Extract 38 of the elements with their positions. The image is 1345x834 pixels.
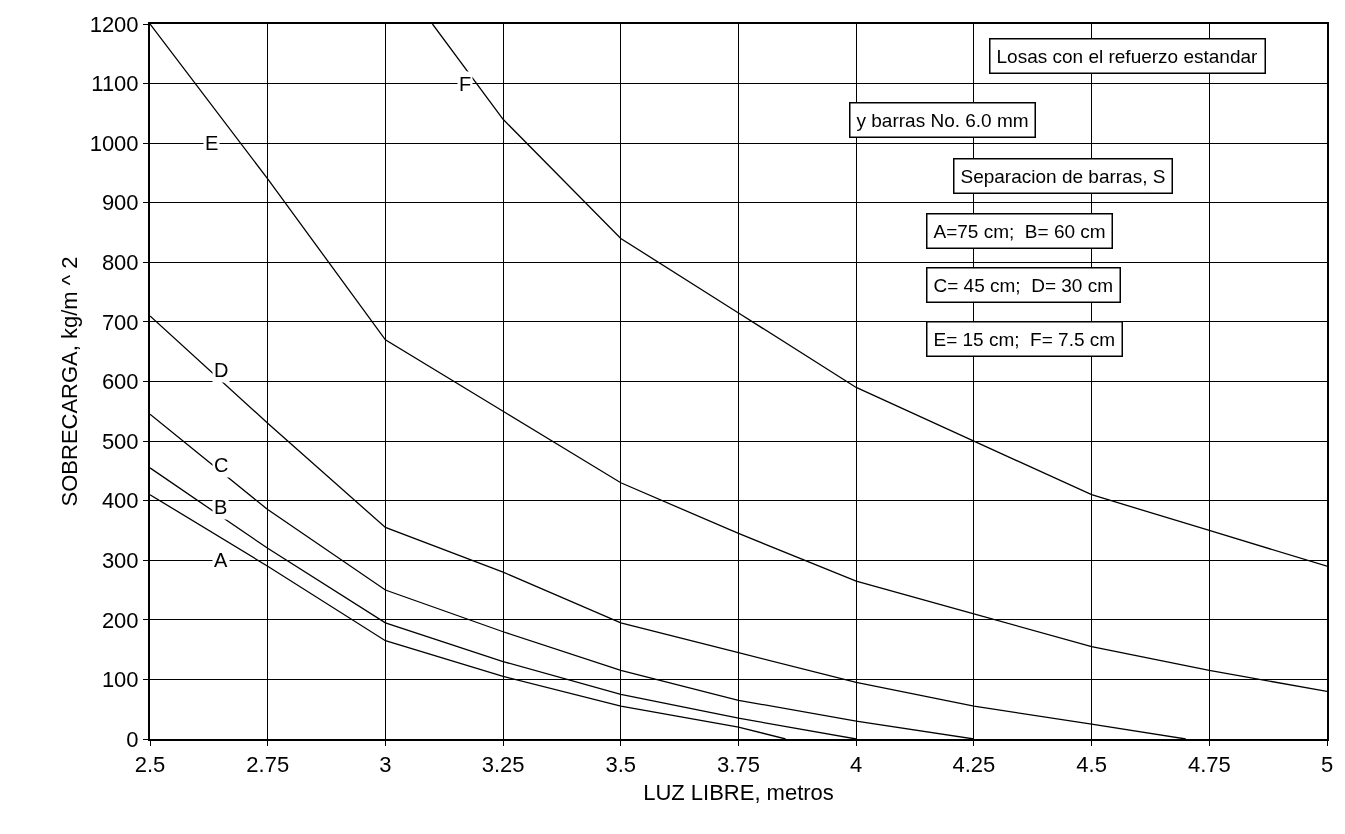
- annotation: Losas con el refuerzo estandar: [996, 45, 1259, 67]
- y-tick-label: 200: [101, 607, 139, 633]
- y-tick-label: 700: [101, 309, 139, 335]
- y-tick-label: 1200: [89, 11, 139, 37]
- x-tick-label: 5: [1320, 752, 1334, 778]
- y-tick-label: 900: [101, 190, 139, 216]
- y-tick-label: 100: [101, 667, 139, 693]
- x-tick-label: 4.25: [952, 752, 996, 778]
- y-tick-label: 500: [101, 428, 139, 454]
- annotation: F: [459, 73, 472, 95]
- annotation: Separacion de barras, S: [960, 165, 1166, 187]
- x-tick-label: 3: [379, 752, 392, 778]
- x-tick-label: 4.75: [1187, 752, 1231, 778]
- annotation: E: [205, 132, 219, 154]
- x-tick-label: 4: [850, 752, 863, 778]
- annotation: A=75 cm; B= 60 cm: [933, 220, 1106, 242]
- x-tick-label: 3.75: [717, 752, 760, 778]
- x-axis-title: LUZ LIBRE, metros: [643, 779, 834, 805]
- y-tick-label: 1000: [89, 130, 139, 156]
- x-tick-label: 4.5: [1076, 752, 1107, 778]
- x-tick-label: 2.75: [246, 752, 290, 778]
- y-tick-label: 0: [126, 726, 139, 752]
- x-tick-label: 3.25: [481, 752, 525, 778]
- y-axis-title: SOBRECARGA, kg/m ^ 2: [56, 256, 82, 507]
- annotation: A: [214, 549, 228, 571]
- annotation: y barras No. 6.0 mm: [856, 109, 1029, 131]
- y-tick-label: 300: [101, 547, 139, 573]
- annotation: C= 45 cm; D= 30 cm: [933, 274, 1114, 296]
- y-tick-label: 400: [101, 488, 139, 514]
- y-tick-label: 1100: [91, 71, 139, 97]
- annotation: D: [214, 359, 229, 381]
- x-tick-label: 3.5: [605, 752, 637, 778]
- annotation: C: [214, 454, 229, 476]
- y-tick-label: 800: [101, 250, 139, 276]
- x-tick-label: 2.5: [134, 752, 166, 778]
- y-tick-label: 600: [101, 369, 139, 395]
- annotation: E= 15 cm; F= 7.5 cm: [933, 328, 1116, 350]
- annotation: B: [214, 496, 228, 518]
